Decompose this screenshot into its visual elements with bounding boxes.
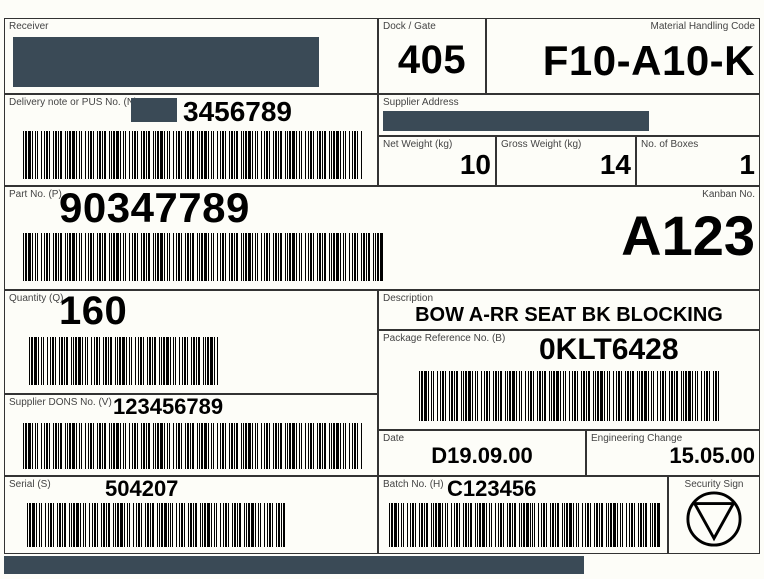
gross-weight-cell: Gross Weight (kg) 14	[496, 136, 636, 186]
batch-cell: Batch No. (H) C123456	[378, 476, 668, 554]
supplier-address-redacted	[383, 111, 649, 131]
description-label: Description	[383, 293, 755, 304]
supplier-dons-cell: Supplier DONS No. (V) 123456789	[4, 394, 378, 476]
package-ref-value: 0KLT6428	[539, 333, 679, 366]
footer-redacted	[4, 556, 584, 574]
delivery-note-redacted	[131, 98, 177, 122]
serial-label: Serial (S)	[9, 479, 373, 490]
eng-change-cell: Engineering Change 15.05.00	[586, 430, 760, 476]
security-sign-icon	[685, 490, 743, 548]
serial-barcode	[27, 503, 287, 547]
package-ref-barcode	[419, 371, 719, 421]
part-no-barcode	[23, 233, 383, 281]
no-boxes-cell: No. of Boxes 1	[636, 136, 760, 186]
no-boxes-label: No. of Boxes	[641, 139, 755, 150]
delivery-note-barcode	[23, 131, 363, 179]
delivery-note-value: 3456789	[183, 97, 292, 128]
quantity-value: 160	[59, 291, 127, 331]
net-weight-cell: Net Weight (kg) 10	[378, 136, 496, 186]
kanban-cell: Kanban No. A123	[586, 186, 760, 290]
part-no-cell: Part No. (P) 90347789	[4, 186, 586, 290]
security-cell: Security Sign	[668, 476, 760, 554]
net-weight-value: 10	[383, 150, 491, 181]
quantity-barcode	[29, 337, 219, 385]
eng-change-value: 15.05.00	[591, 444, 755, 468]
date-cell: Date D19.09.00	[378, 430, 586, 476]
dock-gate-cell: Dock / Gate 405	[378, 18, 486, 94]
batch-barcode	[389, 503, 659, 547]
serial-value: 504207	[105, 477, 178, 501]
quantity-cell: Quantity (Q) 160	[4, 290, 378, 394]
receiver-redacted	[13, 37, 319, 87]
no-boxes-value: 1	[641, 150, 755, 181]
supplier-dons-barcode	[23, 423, 363, 469]
dock-gate-label: Dock / Gate	[383, 21, 481, 32]
supplier-address-label: Supplier Address	[383, 97, 755, 108]
package-ref-cell: Package Reference No. (B) 0KLT6428	[378, 330, 760, 430]
supplier-address-cell: Supplier Address	[378, 94, 760, 136]
dock-gate-value: 405	[383, 40, 481, 80]
description-cell: Description BOW A-RR SEAT BK BLOCKING	[378, 290, 760, 330]
date-value: D19.09.00	[383, 444, 581, 468]
serial-cell: Serial (S) 504207	[4, 476, 378, 554]
shipping-label: Receiver Dock / Gate 405 Material Handli…	[0, 0, 764, 579]
security-label: Security Sign	[673, 479, 755, 490]
batch-value: C123456	[447, 477, 536, 501]
kanban-value: A123	[590, 208, 755, 264]
receiver-label: Receiver	[9, 21, 373, 32]
mhc-value: F10-A10-K	[491, 40, 755, 82]
gross-weight-value: 14	[501, 150, 631, 181]
description-value: BOW A-RR SEAT BK BLOCKING	[383, 304, 755, 326]
mhc-label: Material Handling Code	[491, 21, 755, 32]
kanban-label: Kanban No.	[590, 189, 755, 200]
delivery-note-cell: Delivery note or PUS No. (N) 3456789	[4, 94, 378, 186]
mhc-cell: Material Handling Code F10-A10-K	[486, 18, 760, 94]
part-no-value: 90347789	[59, 187, 250, 229]
receiver-cell: Receiver	[4, 18, 378, 94]
supplier-dons-value: 123456789	[113, 395, 223, 419]
